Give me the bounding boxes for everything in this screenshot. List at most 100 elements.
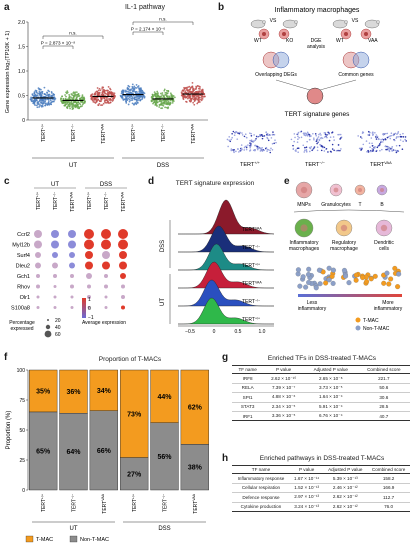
regulatory-macrophage-icon-nucleus (340, 224, 348, 232)
dot (68, 230, 76, 238)
data-point (41, 91, 44, 93)
umap-point (297, 135, 299, 138)
data-point (125, 100, 128, 103)
data-point (161, 99, 163, 102)
umap-point (374, 145, 376, 148)
tf-table-cell: SPI1 (232, 392, 264, 403)
data-point (66, 91, 69, 94)
cell-label: T (358, 202, 361, 208)
tf-table-cell: 30.6 (357, 392, 410, 403)
data-point (41, 104, 44, 107)
data-point (165, 101, 168, 104)
tf-table: TF name P value Adjusted P value Combined s… (232, 364, 410, 422)
data-point (156, 90, 159, 93)
dot (70, 295, 74, 299)
data-point (83, 98, 86, 101)
group-label-ut: UT (160, 298, 166, 306)
panel-label-e: e (284, 176, 290, 187)
umap-point (370, 137, 373, 139)
umap-point (387, 148, 390, 150)
umap-point (331, 131, 333, 134)
x-tick-label: TERT+/+ (40, 494, 47, 512)
umap-point (233, 151, 235, 154)
data-label-tmac: 35% (36, 389, 51, 396)
data-point (68, 104, 71, 106)
umap-point (232, 130, 235, 133)
umap-point (243, 149, 246, 151)
tf-table-header: P value (263, 364, 304, 375)
macrophage-icon-nucleus (262, 32, 266, 36)
umap-point (249, 132, 251, 134)
umap-point (266, 134, 268, 137)
umap-point (375, 138, 378, 140)
x-tick-label: TERT+/+ (40, 124, 47, 142)
data-point (90, 98, 93, 101)
common-label: Common genes (338, 72, 374, 78)
tf-table-cell: 2.34 × 10⁻⁵ (263, 402, 304, 412)
data-point (36, 106, 39, 109)
data-point (98, 91, 100, 94)
umap-point (399, 133, 402, 136)
umap-point (250, 132, 252, 135)
umap-point (323, 146, 326, 149)
pathway-table-header: P value (289, 464, 324, 475)
color-legend-label: 0 (88, 306, 91, 312)
umap-point (397, 132, 399, 134)
data-point (196, 85, 199, 87)
data-label-tmac: 36% (66, 389, 81, 396)
data-point (125, 92, 128, 95)
data-point (201, 88, 204, 91)
data-point (195, 86, 198, 89)
umap-point (272, 131, 274, 133)
ko-label: KO (286, 38, 293, 44)
size-legend-label: 20 (55, 318, 61, 324)
data-point (138, 92, 140, 95)
data-label-nontmac: 64% (66, 449, 81, 456)
tf-table-cell: 2.65 × 10⁻⁸ (303, 373, 358, 384)
umap-point (305, 133, 308, 136)
umap-point (374, 147, 376, 149)
dot (104, 284, 108, 289)
umap-point (324, 131, 327, 134)
data-point (169, 99, 172, 102)
p-value-annotation: P = 2.174 × 10⁻⁶ (131, 27, 165, 32)
data-point (49, 99, 52, 102)
umap-point (402, 136, 405, 138)
data-point (73, 94, 76, 96)
data-point (70, 104, 73, 106)
legend-label-nontmac: Non-T-MAC (363, 326, 390, 332)
umap-point (374, 131, 376, 134)
data-point (95, 101, 98, 103)
umap-point (273, 133, 276, 136)
cell-dot (330, 280, 336, 286)
data-point (134, 91, 137, 94)
umap-point (397, 131, 400, 133)
dot (36, 274, 40, 278)
data-point (48, 95, 51, 98)
pathway-table-header: TF name (232, 464, 290, 475)
dot (34, 230, 42, 238)
data-point (164, 93, 167, 96)
data-point (135, 100, 138, 102)
data-point (150, 99, 153, 102)
data-point (46, 92, 49, 94)
data-point (153, 91, 156, 94)
umap-point (233, 134, 236, 137)
umap-point (235, 130, 237, 133)
data-point (81, 94, 84, 97)
data-point (101, 87, 104, 90)
umap-label: TERT−/− (305, 161, 326, 168)
data-point (199, 90, 202, 93)
panel-label-a: a (4, 2, 10, 13)
data-point (44, 100, 47, 103)
data-point (37, 87, 40, 90)
tf-table-cell: 2.62 × 10⁻¹⁰ (263, 373, 304, 384)
umap-point (401, 148, 404, 150)
umap-point (387, 146, 389, 148)
ridge-label: TERT+/+ (242, 316, 260, 323)
table-row: STAT3 2.34 × 10⁻⁵ 5.91 × 10⁻⁴ 28.5 (232, 402, 410, 412)
cell-dot (392, 265, 398, 271)
pathway-table-cell: 3.24 × 10⁻¹³ (289, 502, 324, 512)
data-point (197, 87, 200, 90)
data-point (167, 102, 170, 105)
